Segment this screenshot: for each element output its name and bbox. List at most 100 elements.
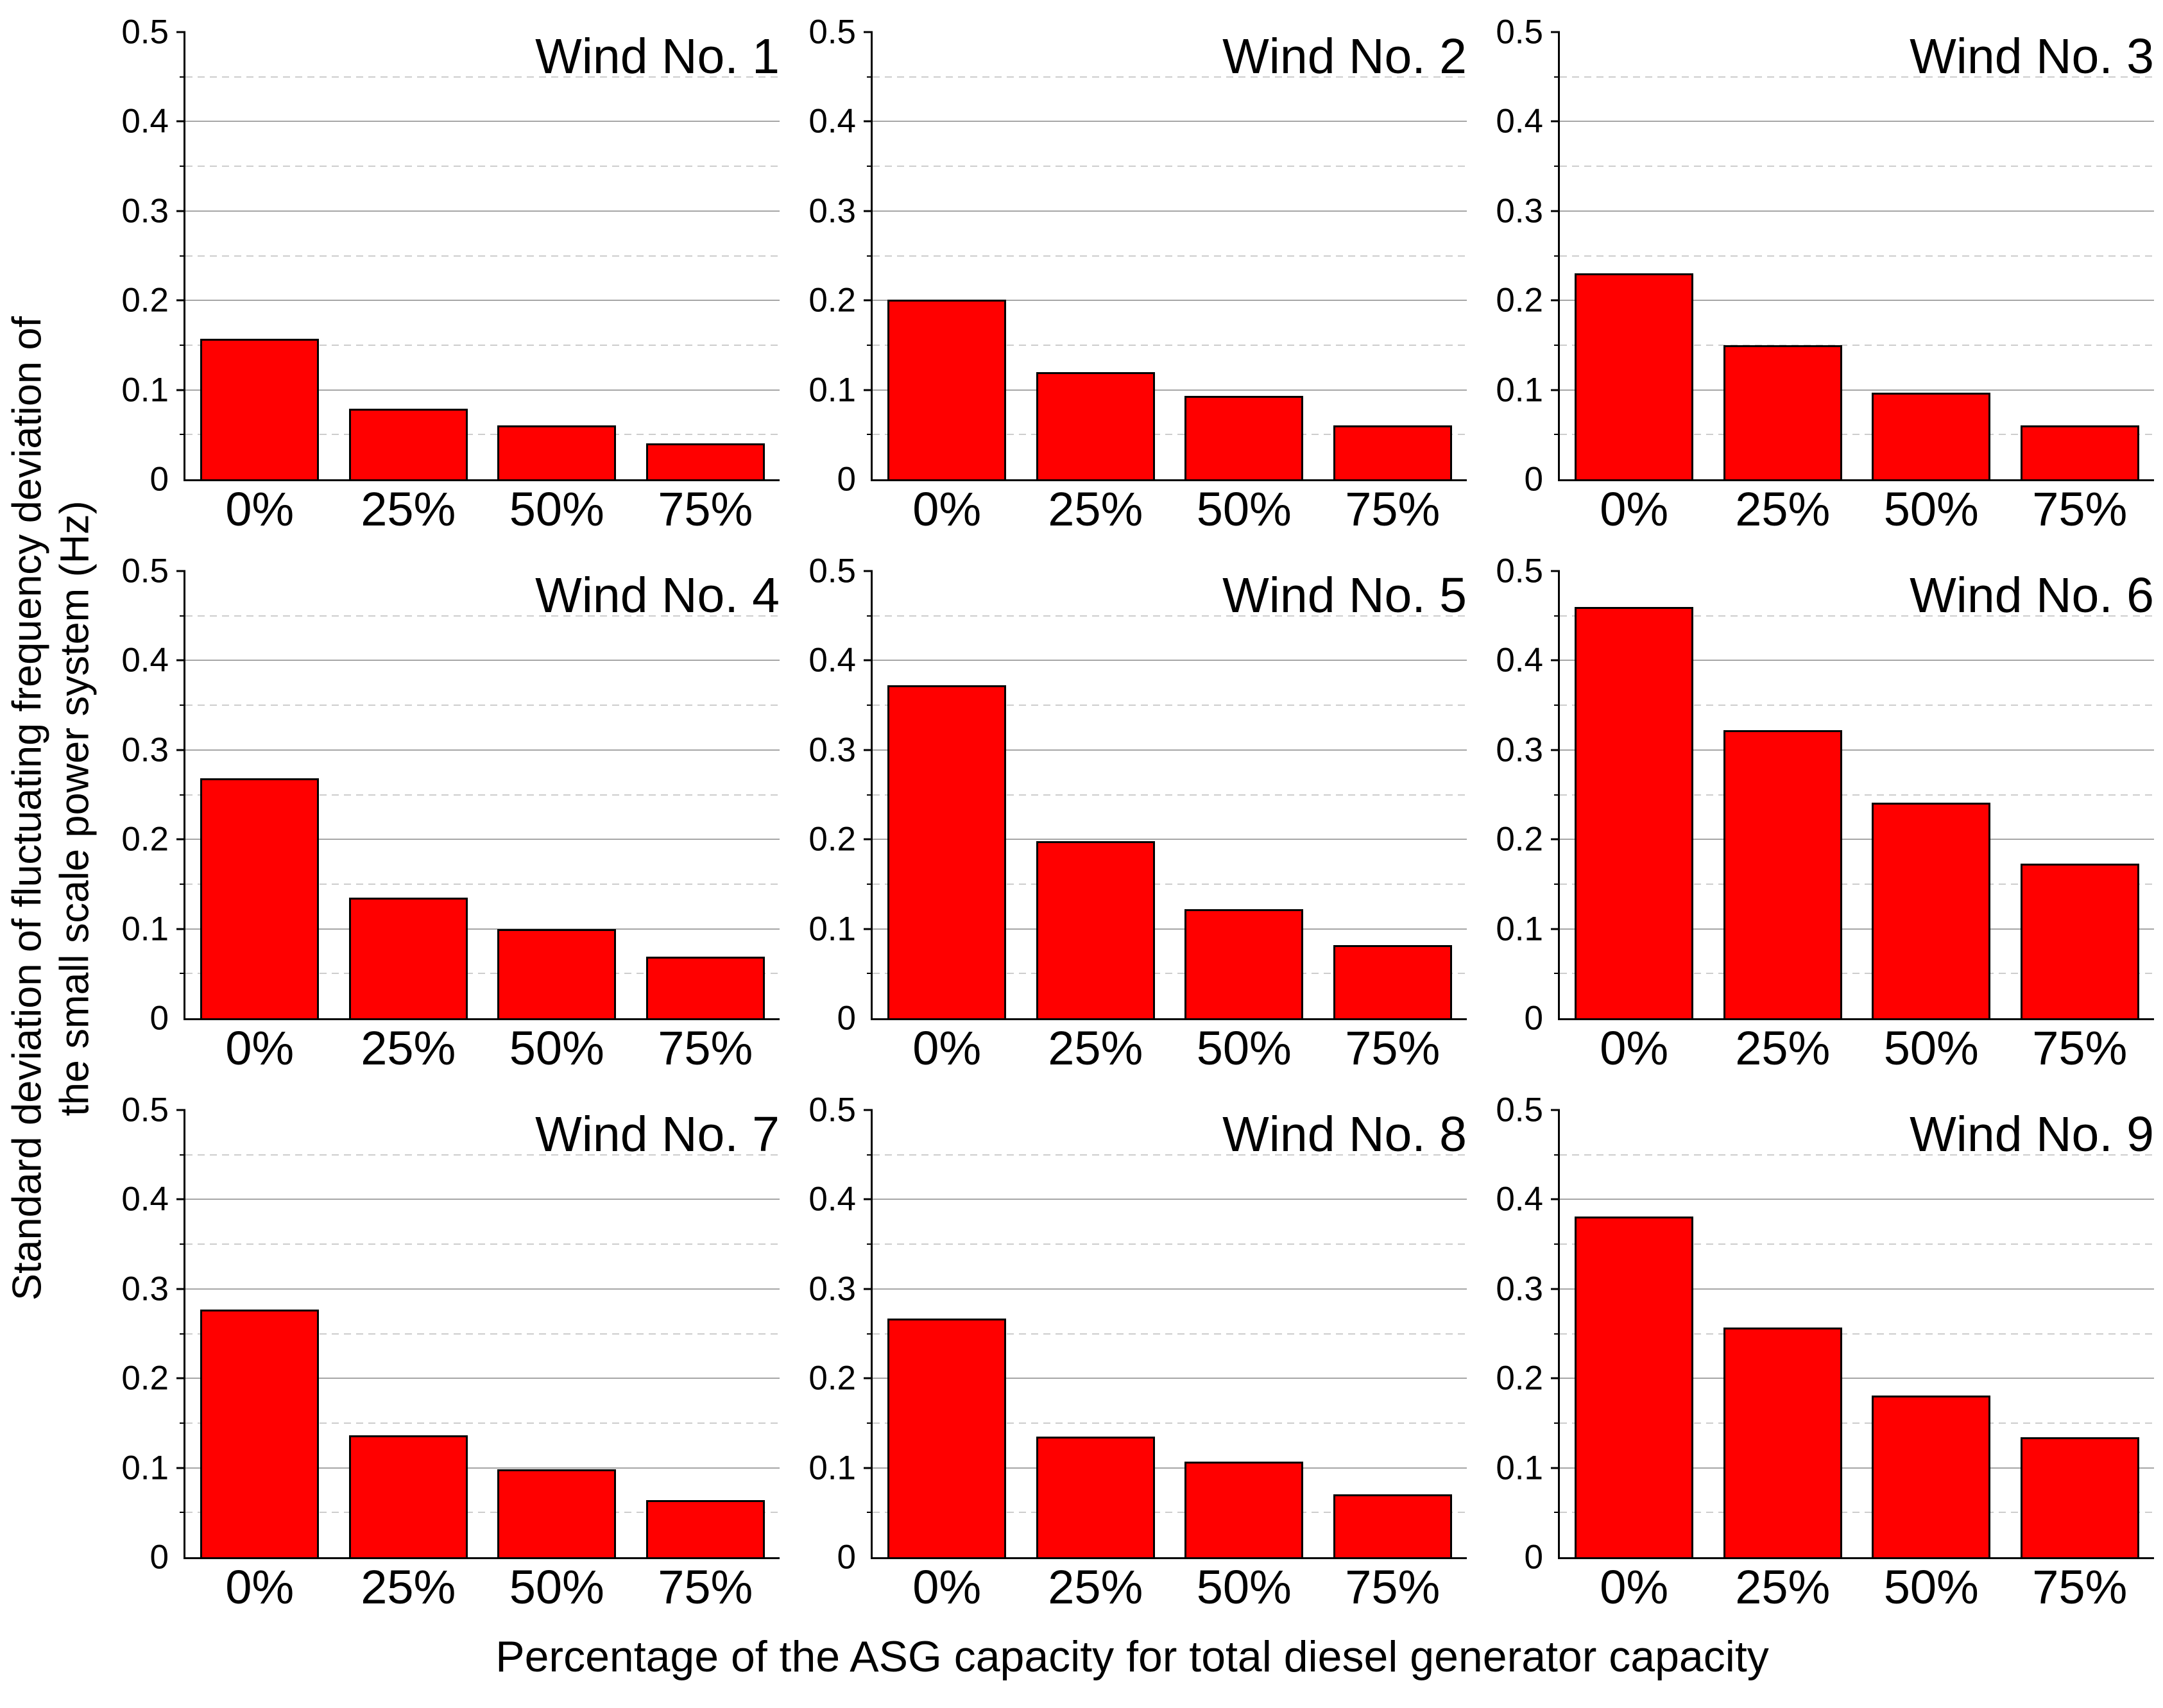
- bar-0pct: [887, 1318, 1007, 1557]
- bar-50pct: [1184, 396, 1304, 479]
- y-tick-major: [176, 749, 185, 751]
- x-tick-label: 25%: [361, 1560, 456, 1614]
- y-tick-major: [176, 120, 185, 123]
- y-tick-label: 0.5: [121, 13, 169, 51]
- gridline-major: [185, 928, 780, 930]
- gridline-minor: [1560, 615, 2154, 617]
- y-tick-label: 0.1: [121, 371, 169, 409]
- gridline-minor: [185, 1333, 780, 1335]
- y-tick-minor: [180, 1512, 185, 1514]
- bar-25pct: [1036, 841, 1155, 1018]
- y-tick-minor: [867, 76, 873, 78]
- y-tick-major: [864, 1288, 873, 1290]
- y-tick-major: [1551, 389, 1560, 391]
- gridline-minor: [873, 705, 1467, 706]
- y-tick-label: 0.1: [808, 371, 856, 409]
- gridline-minor: [185, 434, 780, 436]
- gridline-major: [185, 1288, 780, 1290]
- y-tick-label: 0.5: [1496, 13, 1543, 51]
- y-tick-major: [864, 1377, 873, 1379]
- x-tick-label: 50%: [509, 1021, 604, 1075]
- bar-25pct: [1723, 345, 1842, 479]
- y-tick-minor: [180, 166, 185, 167]
- gridline-major: [873, 1288, 1467, 1290]
- x-tick-label: 75%: [2032, 483, 2128, 536]
- subplot-title-wind-no-8: Wind No. 8: [1222, 1107, 1467, 1162]
- y-tick-major: [1551, 299, 1560, 302]
- gridline-major: [185, 749, 780, 751]
- subplot-title-wind-no-9: Wind No. 9: [1910, 1107, 2154, 1162]
- y-tick-minor: [180, 705, 185, 706]
- y-tick-label: 0.2: [121, 281, 169, 320]
- x-tick-label: 25%: [361, 1021, 456, 1075]
- gridline-minor: [873, 434, 1467, 436]
- plot-area-wind-no-2: 0 0.1 0.2 0.3 0.4 0.5 0% 25% 50% 75% Wind No. 2: [808, 15, 1467, 533]
- y-tick-minor: [867, 973, 873, 975]
- y-tick-label: 0.2: [1496, 281, 1543, 320]
- y-tick-label: 0.5: [121, 552, 169, 590]
- gridline-minor: [873, 1512, 1467, 1514]
- bar-75pct: [645, 1499, 765, 1557]
- y-tick-label: 0.3: [121, 192, 169, 230]
- y-tick-minor: [180, 255, 185, 257]
- gridline-minor: [873, 1154, 1467, 1156]
- x-tick-label: 0%: [912, 483, 982, 536]
- y-tick-minor: [1554, 1154, 1560, 1156]
- gridline-major: [1560, 660, 2154, 662]
- y-tick-minor: [1554, 883, 1560, 885]
- x-tick-label: 0%: [912, 1021, 982, 1075]
- bar-75pct: [645, 443, 765, 479]
- gridline-minor: [185, 1422, 780, 1424]
- y-tick-minor: [180, 1422, 185, 1424]
- y-tick-label: 0.5: [808, 13, 856, 51]
- gridline-minor: [1560, 1512, 2154, 1514]
- bar-25pct: [348, 897, 468, 1018]
- y-tick-minor: [180, 76, 185, 78]
- y-tick-major: [864, 928, 873, 930]
- gridline-major: [185, 389, 780, 391]
- y-tick-major: [864, 1109, 873, 1111]
- gridline-minor: [185, 76, 780, 78]
- y-tick-major: [864, 570, 873, 572]
- y-tick-major: [1551, 1467, 1560, 1469]
- x-tick-label: 25%: [1048, 1560, 1143, 1614]
- gridline-major: [873, 300, 1467, 302]
- y-tick-major: [176, 31, 185, 33]
- plot-area-wind-no-1: 0 0.1 0.2 0.3 0.4 0.5 0% 25% 50% 75% Wind No. 1: [121, 15, 780, 533]
- y-tick-minor: [1554, 1333, 1560, 1335]
- x-axis-label: Percentage of the ASG capacity for total…: [495, 1632, 1769, 1681]
- gridline-minor: [1560, 434, 2154, 436]
- gridline-major: [1560, 210, 2154, 212]
- y-tick-major: [1551, 210, 1560, 212]
- y-tick-label: 0.2: [1496, 1359, 1543, 1397]
- y-tick-minor: [867, 1154, 873, 1156]
- y-tick-label: 0.2: [121, 820, 169, 858]
- x-tick-label: 50%: [509, 483, 604, 536]
- x-tick-label: 75%: [658, 1021, 753, 1075]
- gridline-minor: [1560, 166, 2154, 167]
- gridline-major: [185, 1199, 780, 1200]
- gridline-minor: [1560, 76, 2154, 78]
- y-tick-minor: [180, 883, 185, 885]
- y-tick-minor: [867, 166, 873, 167]
- y-tick-label: 0.1: [808, 910, 856, 948]
- gridline-major: [1560, 1467, 2154, 1469]
- y-tick-label: 0.2: [121, 1359, 169, 1397]
- y-tick-label: 0.3: [1496, 192, 1543, 230]
- bar-75pct: [2020, 425, 2139, 479]
- y-tick-label: 0.1: [121, 1449, 169, 1487]
- gridline-major: [1560, 1288, 2154, 1290]
- y-tick-major: [864, 210, 873, 212]
- gridline-minor: [185, 166, 780, 167]
- gridline-major: [1560, 1199, 2154, 1200]
- bar-0pct: [200, 1309, 320, 1557]
- bar-0pct: [1575, 606, 1694, 1018]
- y-tick-label: 0.2: [808, 281, 856, 320]
- gridline-minor: [1560, 255, 2154, 257]
- x-tick-label: 75%: [658, 483, 753, 536]
- x-tick-label: 75%: [1345, 1021, 1441, 1075]
- subplot-title-wind-no-3: Wind No. 3: [1910, 29, 2154, 84]
- subplot-title-wind-no-7: Wind No. 7: [535, 1107, 780, 1162]
- y-tick-major: [864, 749, 873, 751]
